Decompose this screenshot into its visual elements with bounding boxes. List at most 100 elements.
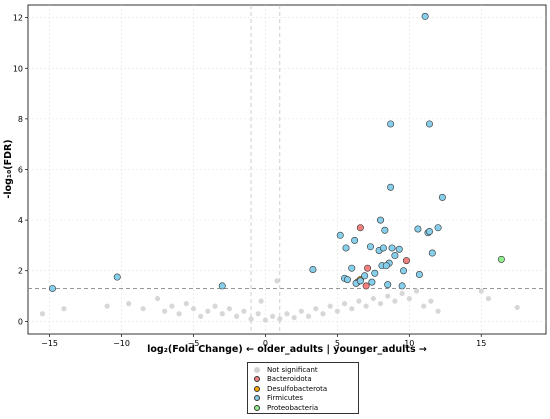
grid — [28, 5, 546, 334]
point-not-significant — [341, 301, 348, 307]
point-not-significant — [399, 290, 405, 297]
point-not-significant — [154, 295, 161, 302]
point-not-significant — [478, 288, 484, 294]
point-firmicutes — [382, 262, 390, 270]
legend-item: Bacteroidota — [252, 375, 354, 385]
point-not-significant — [61, 306, 67, 312]
point-proteobacteria — [497, 255, 505, 263]
y-tick-label: 8 — [18, 115, 23, 124]
x-tick-label: 10 — [404, 339, 414, 348]
point-firmicutes — [342, 244, 350, 252]
point-not-significant — [514, 304, 520, 311]
legend-marker — [254, 395, 260, 402]
point-firmicutes — [381, 226, 389, 234]
point-not-significant — [428, 298, 434, 304]
point-firmicutes — [218, 282, 226, 290]
point-bacteroidota — [402, 257, 410, 265]
point-not-significant — [262, 317, 269, 323]
y-tick-label: 12 — [13, 14, 23, 23]
legend-label: Desulfobacterota — [267, 384, 328, 393]
point-not-significant — [392, 298, 398, 304]
point-not-significant — [255, 311, 261, 317]
point-not-significant — [219, 311, 225, 317]
x-tick-label: 15 — [476, 339, 486, 348]
point-firmicutes — [309, 265, 317, 273]
point-firmicutes — [356, 277, 364, 285]
point-firmicutes — [428, 249, 436, 257]
x-axis-ticks: −15 −10 −5 0 5 10 15 — [41, 334, 486, 348]
legend-marker — [254, 376, 260, 383]
point-bacteroidota — [362, 282, 370, 290]
point-firmicutes — [400, 267, 408, 275]
point-not-significant — [413, 288, 420, 294]
point-not-significant — [363, 303, 369, 309]
legend-marker — [254, 404, 260, 411]
point-not-significant — [226, 306, 233, 312]
point-firmicutes — [336, 231, 344, 239]
y-axis-ticks: 0 2 4 6 8 10 12 — [13, 14, 28, 326]
point-not-significant — [234, 313, 240, 319]
legend-marker — [254, 385, 260, 392]
point-not-significant — [274, 278, 280, 284]
legend-marker — [254, 366, 260, 373]
legend-item: Desulfobacterota — [252, 384, 354, 394]
point-firmicutes — [48, 284, 56, 292]
point-firmicutes — [388, 244, 396, 252]
y-tick-label: 6 — [18, 166, 23, 175]
point-not-significant — [291, 314, 297, 321]
x-axis-label: log₂(Fold Change) ← older_adults | young… — [147, 344, 427, 355]
point-firmicutes — [391, 252, 399, 260]
point-firmicutes — [398, 282, 406, 290]
legend: Not significant Bacteroidota Desulfobacter… — [247, 362, 359, 414]
point-not-significant — [277, 316, 283, 322]
point-not-significant — [313, 306, 319, 312]
point-not-significant — [298, 308, 304, 314]
point-firmicutes — [351, 236, 359, 244]
y-tick-label: 10 — [13, 64, 23, 73]
point-firmicutes — [414, 225, 422, 233]
point-not-significant — [183, 301, 189, 307]
point-firmicutes — [371, 269, 379, 277]
point-not-significant — [39, 311, 45, 317]
point-firmicutes — [434, 224, 442, 232]
point-not-significant — [327, 303, 333, 309]
point-firmicutes — [377, 216, 385, 224]
point-not-significant — [485, 295, 492, 302]
point-not-significant — [258, 298, 264, 304]
point-firmicutes — [113, 273, 121, 281]
point-not-significant — [370, 295, 376, 302]
point-not-significant — [104, 303, 110, 309]
x-tick-label: 0 — [263, 339, 268, 348]
legend-label: Not significant — [267, 365, 318, 374]
point-not-significant — [334, 308, 340, 314]
legend-label: Bacteroidota — [267, 375, 312, 384]
point-firmicutes — [425, 228, 433, 236]
point-not-significant — [349, 306, 355, 312]
point-firmicutes — [379, 244, 387, 252]
point-firmicutes — [387, 183, 395, 191]
point-firmicutes — [438, 193, 446, 201]
data-points — [39, 12, 520, 323]
point-not-significant — [241, 308, 247, 314]
point-not-significant — [356, 298, 362, 304]
x-tick-label: −5 — [188, 339, 200, 348]
point-firmicutes — [343, 276, 351, 284]
point-bacteroidota — [356, 224, 364, 232]
point-not-significant — [212, 303, 218, 309]
point-not-significant — [270, 313, 276, 319]
point-not-significant — [284, 311, 290, 317]
point-firmicutes — [348, 264, 356, 272]
legend-label: Firmicutes — [267, 394, 303, 403]
point-not-significant — [377, 301, 384, 307]
legend-item: Not significant — [252, 365, 354, 375]
point-firmicutes — [425, 120, 433, 128]
point-not-significant — [248, 316, 254, 322]
point-not-significant — [176, 311, 182, 317]
point-not-significant — [126, 301, 132, 307]
point-firmicutes — [415, 271, 423, 279]
y-tick-label: 2 — [18, 267, 23, 276]
y-tick-label: 0 — [18, 317, 23, 326]
y-axis-label: -log₁₀(FDR) — [3, 139, 14, 198]
point-not-significant — [205, 308, 211, 314]
